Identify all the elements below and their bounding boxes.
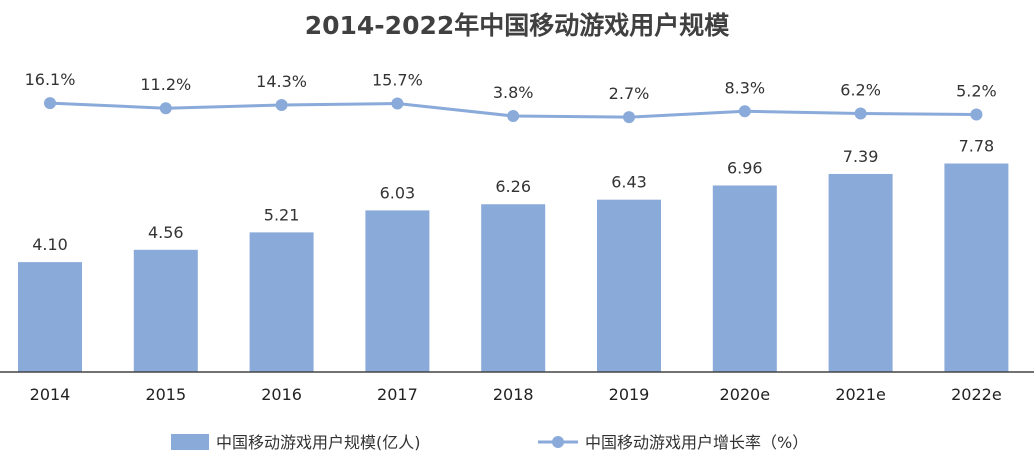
x-tick-label-2021e: 2021e	[835, 385, 886, 404]
growth-value-label-2017: 15.7%	[372, 71, 423, 90]
growth-point-2022e	[970, 108, 983, 121]
bar-value-label-2014: 4.10	[32, 235, 68, 254]
bar-value-label-2021e: 7.39	[843, 147, 879, 166]
bar-2015	[133, 249, 198, 372]
bar-2019	[597, 199, 661, 372]
growth-point-2019	[623, 111, 635, 124]
growth-value-label-2020e: 8.3%	[724, 78, 765, 97]
growth-value-label-2016: 14.3%	[256, 72, 307, 91]
x-tick-label-2017: 2017	[377, 385, 418, 404]
bar-value-labels: 4.10 4.56 5.21 6.03 6.26 6.43 6.96 7.39 7.78	[32, 136, 994, 254]
bar-series	[18, 163, 1009, 372]
growth-point-2015	[159, 102, 172, 115]
legend-line-label: 中国移动游戏用户增长率（%）	[585, 433, 808, 452]
legend-bar-swatch	[171, 434, 209, 450]
growth-value-label-2021e: 6.2%	[840, 80, 881, 99]
x-tick-label-2015: 2015	[145, 385, 186, 404]
x-tick-label-2019: 2019	[609, 385, 650, 404]
x-tick-label-2018: 2018	[493, 385, 534, 404]
growth-value-labels: 16.1% 11.2% 14.3% 15.7% 3.8% 2.7% 8.3% 6.2% 5.2%	[25, 70, 997, 103]
bar-value-label-2019: 6.43	[611, 173, 647, 192]
legend: 中国移动游戏用户规模(亿人) 中国移动游戏用户增长率（%）	[171, 433, 808, 452]
bar-2020e	[712, 185, 777, 372]
legend-bar-label: 中国移动游戏用户规模(亿人)	[216, 433, 421, 452]
bar-2022e	[944, 163, 1009, 372]
legend-line-marker	[552, 436, 564, 448]
growth-point-2018	[507, 110, 520, 123]
growth-value-label-2019: 2.7%	[609, 84, 650, 103]
bar-2014	[18, 262, 82, 372]
bar-value-label-2020e: 6.96	[727, 158, 763, 177]
x-tick-label-2014: 2014	[30, 385, 71, 404]
x-tick-label-2020e: 2020e	[720, 385, 771, 404]
growth-point-2014	[44, 97, 56, 110]
growth-point-2017	[391, 97, 404, 110]
bar-2018	[481, 204, 546, 372]
bar-value-label-2017: 6.03	[380, 183, 416, 202]
chart-title: 2014-2022年中国移动游戏用户规模	[305, 11, 731, 40]
growth-point-2016	[275, 98, 288, 111]
bar-value-label-2022e: 7.78	[959, 136, 995, 155]
bar-2016	[249, 232, 314, 372]
growth-point-2021e	[854, 107, 867, 120]
growth-point-2020e	[738, 105, 751, 118]
growth-line-series	[44, 97, 983, 124]
growth-value-label-2022e: 5.2%	[956, 82, 997, 101]
bar-value-label-2016: 5.21	[264, 205, 300, 224]
bar-value-label-2018: 6.26	[495, 177, 531, 196]
bar-2021e	[828, 173, 893, 372]
x-tick-label-2016: 2016	[261, 385, 302, 404]
bar-value-label-2015: 4.56	[148, 223, 184, 242]
x-tick-label-2022e: 2022e	[951, 385, 1002, 404]
growth-value-label-2018: 3.8%	[493, 83, 534, 102]
growth-value-label-2015: 11.2%	[140, 75, 191, 94]
x-axis-ticks: 2014 2015 2016 2017 2018 2019 2020e 2021e 2022e	[30, 385, 1002, 404]
bar-2017	[365, 210, 430, 372]
growth-value-label-2014: 16.1%	[25, 70, 76, 89]
